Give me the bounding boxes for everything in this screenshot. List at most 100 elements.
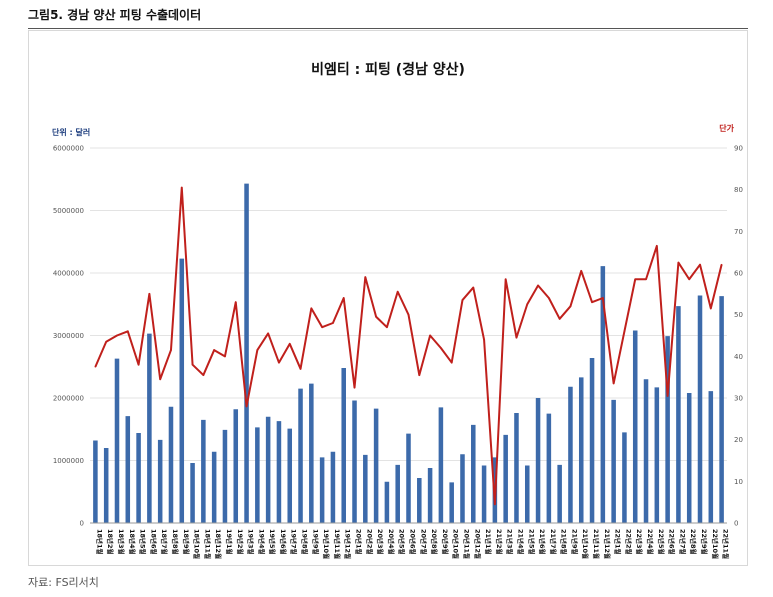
x-tick-label: 20년12월 [473, 529, 482, 559]
line-point [472, 286, 475, 289]
x-tick-label: 20년10월 [452, 529, 461, 559]
bar [514, 413, 519, 523]
line-point [710, 307, 712, 310]
x-tick-label: 19년3월 [247, 529, 256, 555]
axis-ticks: 6000000 5000000 4000000 3000000 2000000 10000… [53, 145, 743, 560]
bar [168, 406, 174, 523]
line-point [666, 395, 669, 397]
x-tick-label: 22년3월 [635, 529, 644, 555]
x-tick-label: 22년7월 [678, 529, 687, 555]
bar [686, 393, 692, 523]
bar [427, 468, 433, 523]
line-point [591, 301, 593, 303]
line-point [602, 297, 604, 299]
bar [352, 400, 357, 523]
bar [157, 439, 163, 523]
x-tick-label: 20년7월 [419, 529, 428, 555]
bar [265, 416, 271, 523]
x-tick-label: 20년6월 [409, 529, 418, 555]
x-tick-label: 19년8월 [301, 529, 310, 555]
bar-series [93, 183, 724, 523]
bar [611, 399, 616, 523]
y-left-tick-label: 1000000 [53, 457, 84, 465]
bar [546, 413, 552, 523]
left-axis-label: 단위 : 달러 [52, 127, 90, 137]
line-point [688, 278, 691, 281]
x-tick-label: 19년11월 [333, 529, 342, 559]
bar [406, 433, 411, 523]
x-tick-label: 18년1월 [95, 529, 104, 555]
bar [287, 428, 293, 523]
bar [438, 407, 444, 523]
x-tick-label: 21년10월 [581, 529, 590, 559]
x-tick-label: 21년2월 [495, 529, 504, 555]
y-right-tick-label: 40 [734, 353, 743, 361]
line-point [213, 349, 215, 351]
line-point [548, 297, 550, 299]
x-tick-label: 21년1월 [484, 529, 493, 555]
x-tick-label: 19년9월 [311, 529, 320, 555]
bar [708, 391, 714, 523]
x-tick-label: 22년11월 [722, 529, 731, 559]
line-point [353, 386, 356, 389]
y-right-tick-label: 20 [734, 436, 743, 444]
bar [578, 377, 584, 523]
x-tick-label: 18년9월 [182, 529, 191, 555]
line-point [94, 365, 97, 368]
bar [665, 336, 670, 523]
line-point [278, 361, 280, 364]
x-tick-label: 21년7월 [549, 529, 558, 555]
bar [276, 421, 282, 523]
x-tick-label: 20년3월 [376, 529, 385, 555]
line-point [386, 326, 388, 328]
bar [222, 429, 228, 523]
x-tick-label: 22년10월 [711, 529, 720, 559]
x-tick-label: 18년3월 [117, 529, 126, 555]
bar [449, 482, 454, 523]
bar [136, 433, 141, 523]
bar [503, 434, 508, 523]
x-tick-label: 19년7월 [290, 529, 299, 555]
line-point [396, 290, 399, 293]
y-left-tick-label: 3000000 [53, 332, 84, 340]
x-tick-label: 20년4월 [387, 529, 396, 555]
bar [190, 463, 195, 523]
bar [179, 258, 185, 523]
line-point [148, 293, 151, 295]
bar [622, 432, 627, 523]
bar [524, 465, 530, 523]
bar [125, 416, 131, 523]
x-tick-label: 22년6월 [668, 529, 677, 555]
x-tick-label: 20년11월 [462, 529, 471, 559]
x-tick-label: 18년7월 [160, 529, 169, 555]
line-point [105, 340, 107, 343]
line-point [515, 336, 518, 339]
bar [676, 306, 681, 523]
bar [460, 454, 465, 523]
bar [632, 330, 638, 523]
line-point [116, 334, 118, 337]
x-tick-label: 22년8월 [689, 529, 698, 555]
x-tick-label: 22년9월 [700, 529, 709, 555]
line-point [612, 382, 615, 385]
bar [363, 454, 368, 523]
x-tick-label: 22년1월 [614, 529, 623, 555]
x-tick-label: 18년10월 [193, 529, 202, 559]
x-tick-label: 22년2월 [624, 529, 633, 555]
x-tick-label: 21년12월 [603, 529, 612, 559]
y-left-tick-label: 0 [80, 520, 84, 528]
bar [309, 383, 314, 523]
x-tick-label: 21년5월 [527, 529, 536, 555]
bar [211, 451, 217, 523]
line-point [267, 332, 269, 335]
line-point [170, 349, 172, 351]
x-tick-label: 21년3월 [506, 529, 515, 555]
figure-caption: 그림5. 경남 양산 피팅 수출데이터 [28, 8, 202, 22]
bar [589, 358, 595, 523]
y-right-tick-label: 80 [734, 186, 743, 194]
bar [255, 427, 260, 523]
y-right-tick-label: 50 [734, 311, 743, 319]
x-tick-label: 19년5월 [268, 529, 277, 555]
bar [103, 448, 109, 523]
